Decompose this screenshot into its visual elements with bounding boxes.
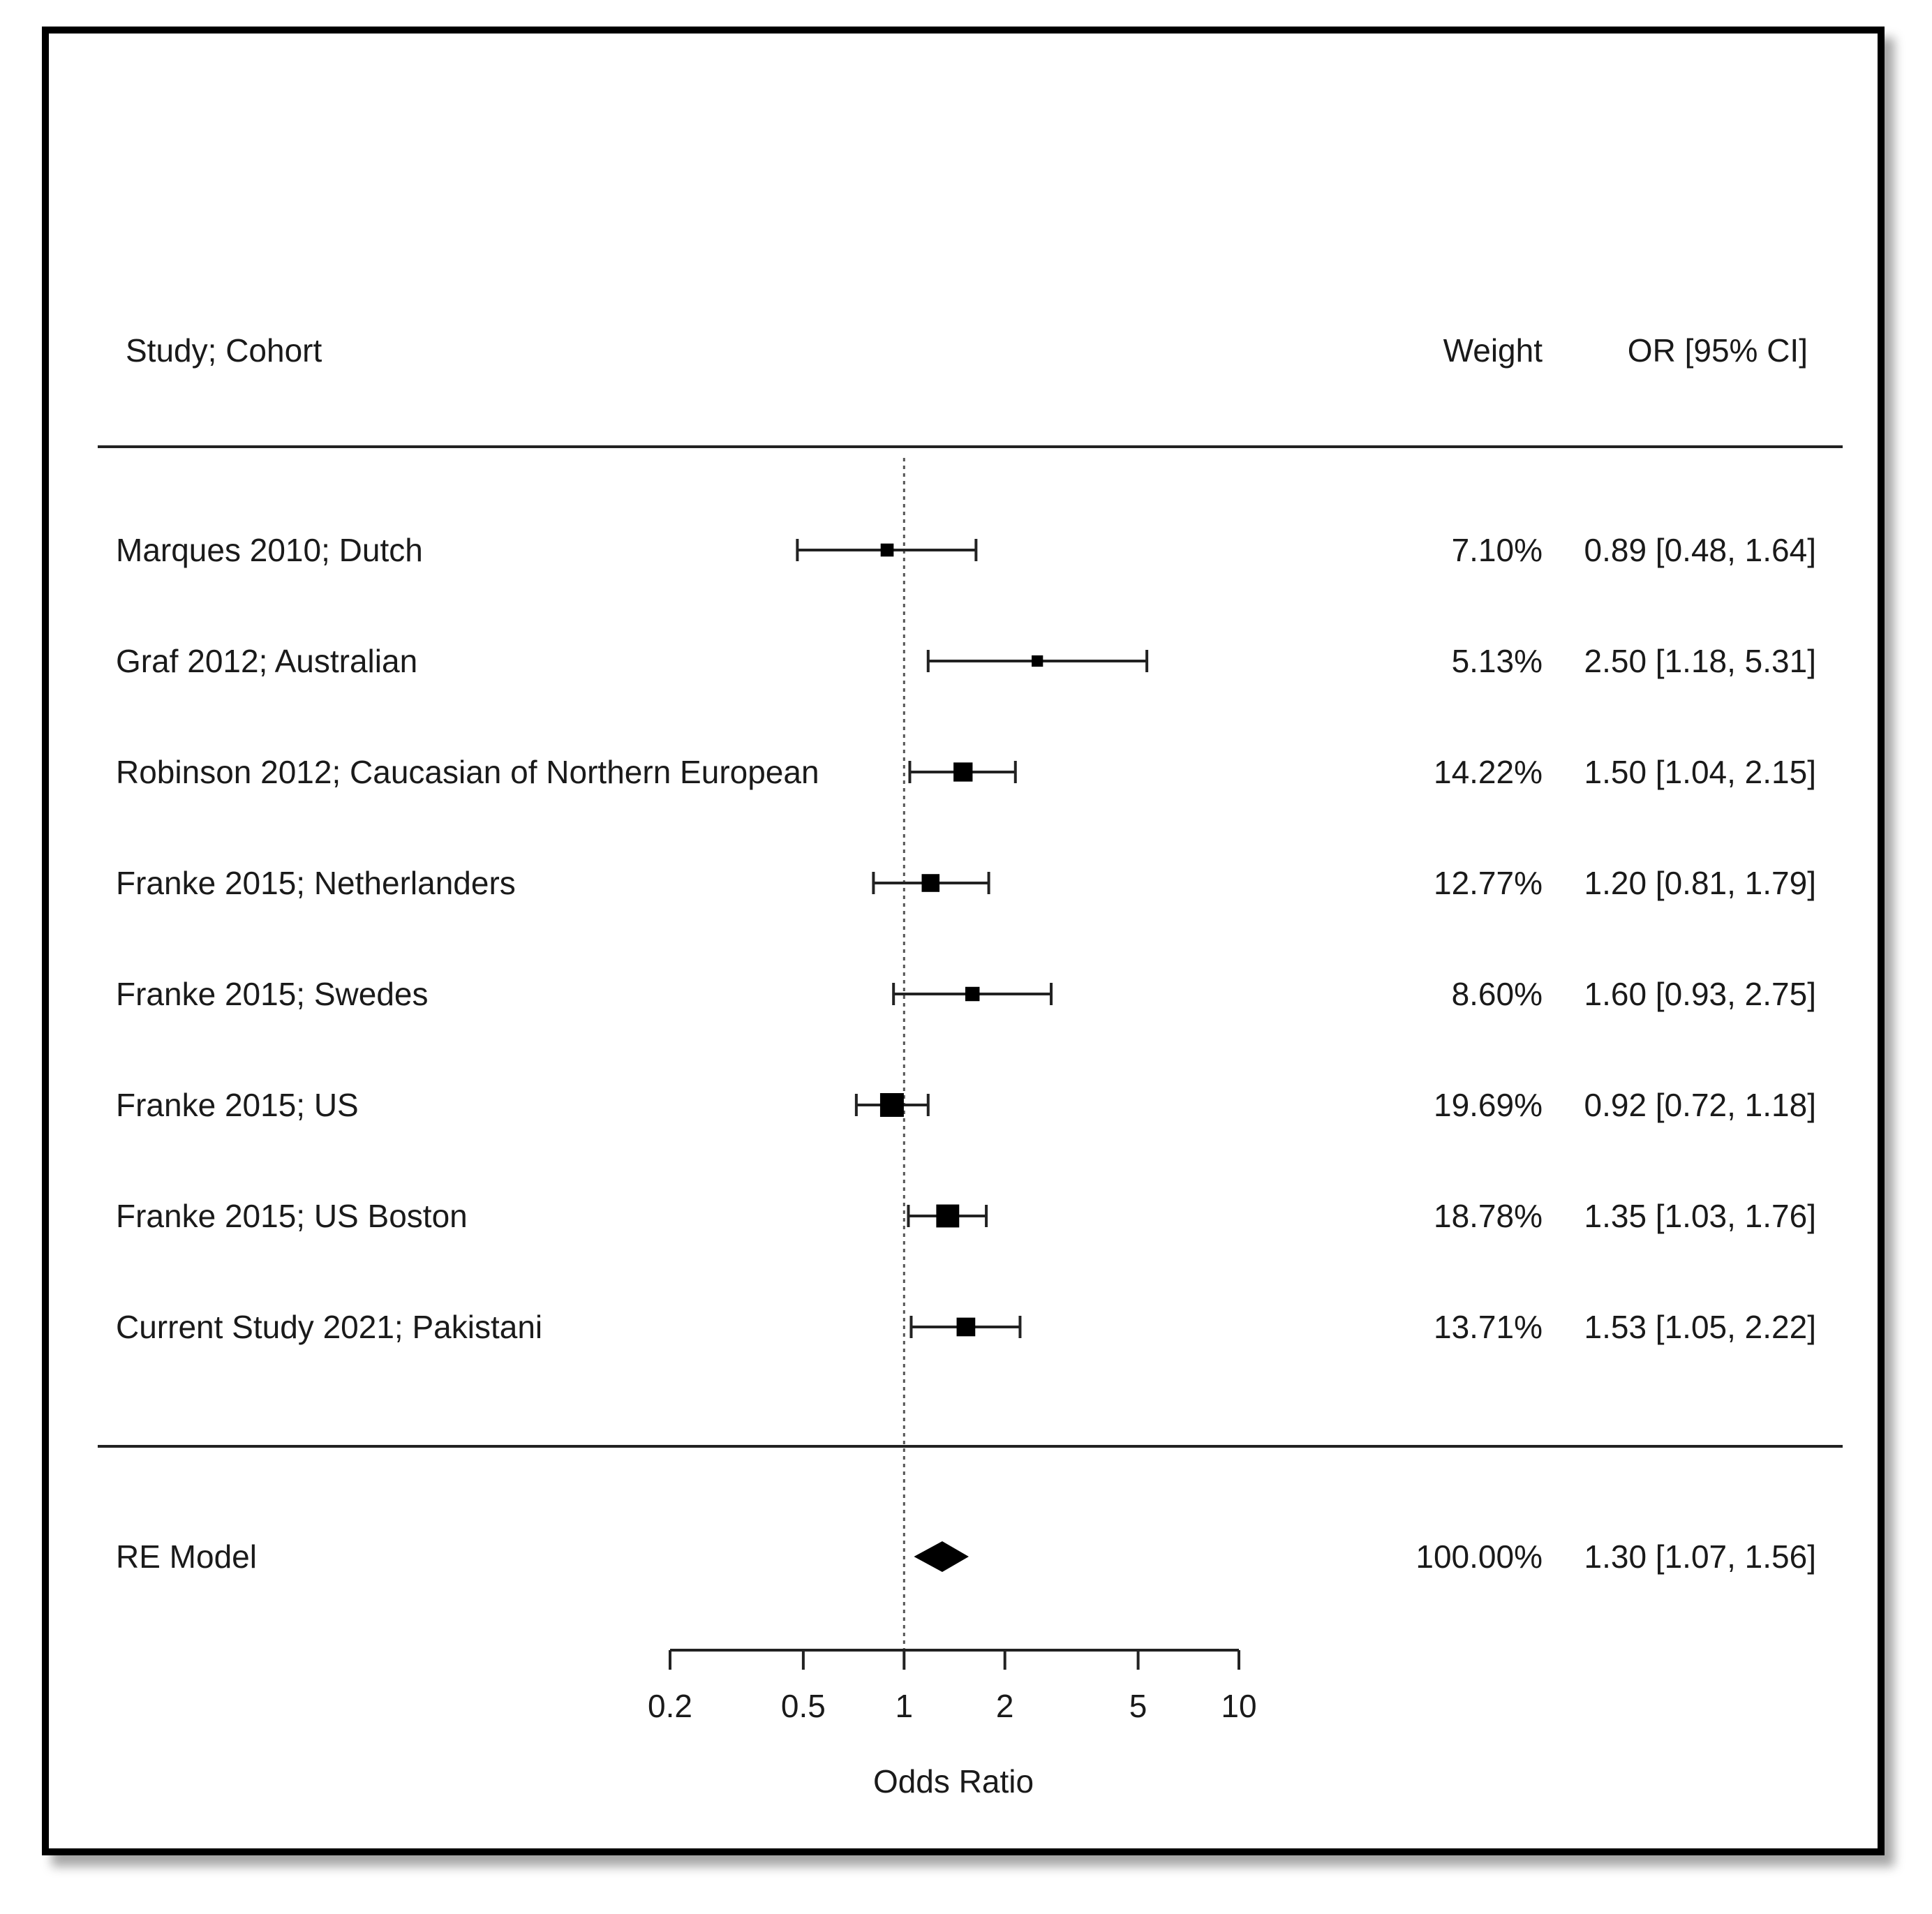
study-ci-text: 0.92 [0.72, 1.18] — [1584, 1087, 1817, 1123]
x-axis: 0.2 0.5 1 2 5 10 — [648, 1649, 1257, 1724]
study-ci-text: 0.89 [0.48, 1.64] — [1584, 532, 1817, 568]
point-estimate-square — [936, 1204, 960, 1228]
study-label: Franke 2015; Swedes — [116, 976, 429, 1012]
forest-plot: Study; Cohort Weight OR [95% CI] Marques… — [98, 332, 1843, 1800]
study-ci-text: 2.50 [1.18, 5.31] — [1584, 643, 1817, 679]
study-row: Franke 2015; US 19.69% 0.92 [0.72, 1.18] — [116, 1087, 1816, 1123]
study-ci-text: 1.60 [0.93, 2.75] — [1584, 976, 1817, 1012]
study-row: Current Study 2021; Pakistani 13.71% 1.53 … — [116, 1309, 1816, 1345]
study-ci-text: 1.20 [0.81, 1.79] — [1584, 865, 1817, 901]
header-study: Study; Cohort — [126, 332, 322, 369]
study-weight: 19.69% — [1434, 1087, 1543, 1123]
summary-weight: 100.00% — [1415, 1538, 1543, 1575]
x-tick-label: 5 — [1129, 1688, 1147, 1724]
study-weight: 7.10% — [1452, 532, 1543, 568]
study-label: Franke 2015; Netherlanders — [116, 865, 516, 901]
point-estimate-square — [921, 874, 940, 892]
study-ci-text: 1.35 [1.03, 1.76] — [1584, 1198, 1817, 1234]
point-estimate-square — [879, 1093, 904, 1117]
study-label: Current Study 2021; Pakistani — [116, 1309, 542, 1345]
summary-ci-text: 1.30 [1.07, 1.56] — [1584, 1538, 1817, 1575]
study-weight: 5.13% — [1452, 643, 1543, 679]
study-label: Franke 2015; US Boston — [116, 1198, 468, 1234]
header-ci: OR [95% CI] — [1628, 332, 1808, 369]
study-weight: 18.78% — [1434, 1198, 1543, 1234]
x-tick-label: 1 — [896, 1688, 914, 1724]
x-axis-label: Odds Ratio — [873, 1763, 1034, 1800]
point-estimate-square — [880, 543, 894, 557]
study-row: Franke 2015; Netherlanders 12.77% 1.20 [0.… — [116, 865, 1816, 901]
study-label: Robinson 2012; Caucasian of Northern Eur… — [116, 754, 819, 790]
study-row: Franke 2015; US Boston 18.78% 1.35 [1.03, … — [116, 1198, 1816, 1234]
study-weight: 14.22% — [1434, 754, 1543, 790]
study-row: Graf 2012; Australian 5.13% 2.50 [1.18, 5.… — [116, 643, 1816, 679]
point-estimate-square — [953, 762, 973, 782]
study-label: Franke 2015; US — [116, 1087, 359, 1123]
figure-frame: Study; Cohort Weight OR [95% CI] Marques… — [42, 27, 1885, 1855]
header-weight: Weight — [1443, 332, 1543, 369]
x-tick-label: 2 — [996, 1688, 1014, 1724]
summary-row: RE Model 100.00% 1.30 [1.07, 1.56] — [116, 1538, 1816, 1575]
study-weight: 12.77% — [1434, 865, 1543, 901]
study-ci-text: 1.53 [1.05, 2.22] — [1584, 1309, 1817, 1345]
point-estimate-square — [1032, 655, 1043, 667]
study-ci-text: 1.50 [1.04, 2.15] — [1584, 754, 1817, 790]
study-weight: 8.60% — [1452, 976, 1543, 1012]
study-label: Graf 2012; Australian — [116, 643, 417, 679]
study-row: Marques 2010; Dutch 7.10% 0.89 [0.48, 1.64… — [116, 532, 1816, 568]
study-rows: Marques 2010; Dutch 7.10% 0.89 [0.48, 1.64… — [116, 532, 1816, 1345]
x-tick-label: 10 — [1221, 1688, 1256, 1724]
x-tick-label: 0.5 — [781, 1688, 826, 1724]
study-row: Robinson 2012; Caucasian of Northern Eur… — [116, 754, 1816, 790]
study-weight: 13.71% — [1434, 1309, 1543, 1345]
point-estimate-square — [965, 986, 980, 1002]
study-label: Marques 2010; Dutch — [116, 532, 423, 568]
study-row: Franke 2015; Swedes 8.60% 1.60 [0.93, 2.75… — [116, 976, 1816, 1012]
summary-label: RE Model — [116, 1538, 257, 1575]
summary-diamond — [914, 1541, 969, 1572]
point-estimate-square — [956, 1317, 976, 1337]
x-tick-label: 0.2 — [648, 1688, 692, 1724]
